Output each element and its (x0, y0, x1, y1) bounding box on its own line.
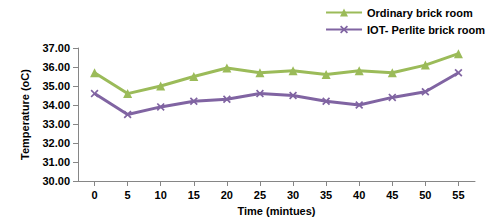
svg-text:5: 5 (125, 189, 131, 201)
svg-text:32.00: 32.00 (42, 137, 70, 149)
svg-text:20: 20 (221, 189, 233, 201)
svg-text:35: 35 (320, 189, 332, 201)
svg-text:15: 15 (188, 189, 200, 201)
svg-text:10: 10 (155, 189, 167, 201)
svg-text:Time (mintues): Time (mintues) (237, 205, 315, 217)
svg-text:55: 55 (452, 189, 464, 201)
svg-text:Ordinary brick room: Ordinary brick room (367, 7, 473, 19)
svg-text:31.00: 31.00 (42, 156, 70, 168)
svg-text:37.00: 37.00 (42, 42, 70, 54)
svg-text:50: 50 (419, 189, 431, 201)
svg-text:45: 45 (386, 189, 398, 201)
svg-text:36.00: 36.00 (42, 61, 70, 73)
svg-text:Temperature (oC): Temperature (oC) (19, 69, 31, 160)
svg-text:0: 0 (91, 189, 97, 201)
svg-text:25: 25 (254, 189, 266, 201)
svg-text:34.00: 34.00 (42, 99, 70, 111)
svg-text:40: 40 (353, 189, 365, 201)
svg-text:30.00: 30.00 (42, 175, 70, 187)
svg-text:IOT- Perlite brick room: IOT- Perlite brick room (367, 24, 485, 36)
svg-text:30: 30 (287, 189, 299, 201)
svg-text:35.00: 35.00 (42, 80, 70, 92)
svg-text:33.00: 33.00 (42, 118, 70, 130)
